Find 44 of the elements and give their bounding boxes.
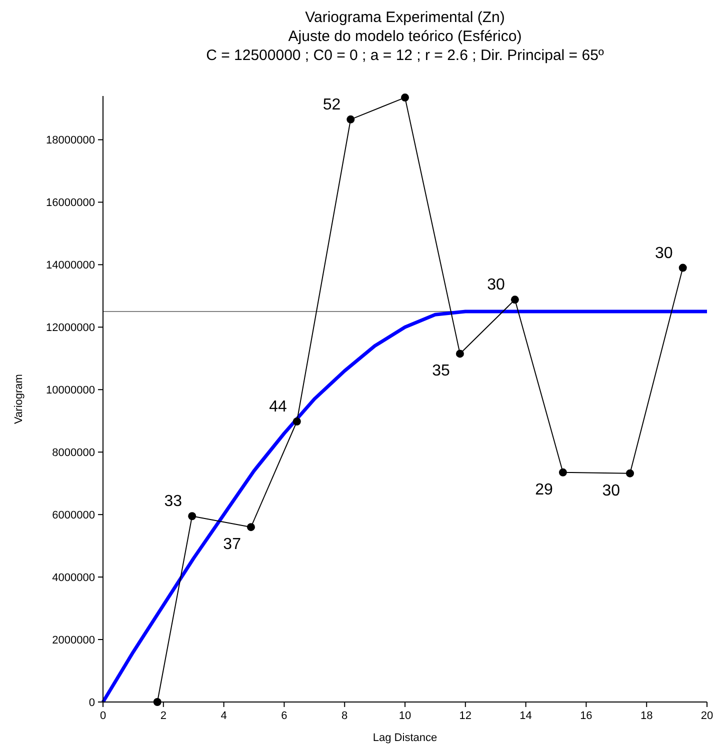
annotation: 30 <box>602 482 620 500</box>
y-axis-title: Variogram <box>13 374 25 424</box>
y-tick-label: 0 <box>88 697 95 709</box>
y-tick-label: 2000000 <box>52 634 95 647</box>
x-tick-label: 20 <box>700 710 714 722</box>
x-tick-label: 16 <box>580 710 592 722</box>
chart-subtitle: Ajuste do modelo teórico (Esférico) C = 12500000 ; C0 = 0 ; a = 12 ; r = 2.6 ; Dir. Principal = 65º <box>206 28 604 64</box>
y-tick-label: 10000000 <box>46 384 95 397</box>
x-tick-label: 8 <box>342 710 348 722</box>
x-axis-title: Lag Distance <box>372 732 438 744</box>
x-tick-label: 18 <box>640 710 653 722</box>
x-tick-label: 6 <box>281 710 288 722</box>
y-tick-label: 6000000 <box>52 510 95 522</box>
point <box>346 115 355 124</box>
annotation: 33 <box>164 493 182 510</box>
x-tick-label: 2 <box>160 710 166 722</box>
point <box>188 512 196 520</box>
y-tick-label: 16000000 <box>46 197 95 210</box>
y-tick-label: 4000000 <box>52 572 95 584</box>
annotation: 35 <box>432 362 450 380</box>
annotation: 30 <box>655 244 673 262</box>
annotation: 52 <box>322 96 341 114</box>
chart-title: Variograma Experimental (Zn) <box>305 9 505 26</box>
annotation: 29 <box>535 481 554 498</box>
x-tick-label: 4 <box>220 710 227 722</box>
annotation: 44 <box>269 398 287 416</box>
y-tick-label: 12000000 <box>46 322 95 334</box>
y-tick-label: 18000000 <box>46 134 95 147</box>
point <box>401 94 409 102</box>
x-tick-label: 10 <box>398 710 412 722</box>
x-tick-label: 0 <box>100 710 106 722</box>
point <box>456 350 464 358</box>
annotation: 30 <box>487 276 506 294</box>
x-tick-label: 12 <box>459 710 472 722</box>
y-tick-label: 14000000 <box>46 260 95 272</box>
x-tick-label: 14 <box>520 710 532 722</box>
point <box>510 296 519 304</box>
point <box>558 468 567 476</box>
point <box>678 264 687 272</box>
point <box>626 469 634 478</box>
y-tick-label: 8000000 <box>52 447 95 460</box>
point <box>292 417 301 426</box>
annotation: 37 <box>223 536 242 554</box>
point <box>246 523 255 532</box>
